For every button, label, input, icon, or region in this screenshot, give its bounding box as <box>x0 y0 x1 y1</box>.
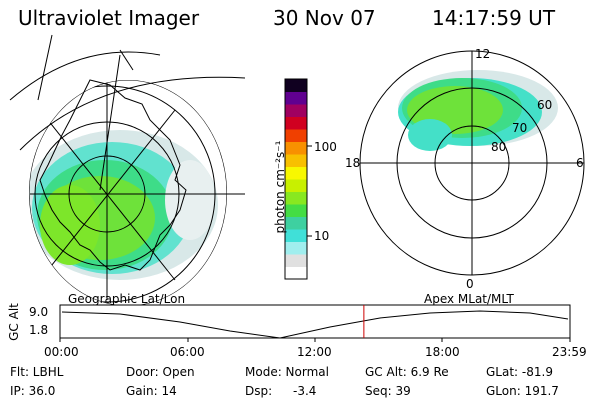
xtick-0600: 06:00 <box>170 345 205 359</box>
mlat-label-60: 60 <box>537 98 553 112</box>
title: Ultraviolet Imager <box>18 6 200 30</box>
geographic-caption: Geographic Lat/Lon <box>68 292 186 306</box>
colorbar-segment <box>285 254 307 267</box>
colorbar-segment <box>285 216 307 230</box>
colorbar-segment <box>285 154 307 167</box>
info-seq: Seq: 39 <box>365 384 411 398</box>
info-glat: GLat: -81.9 <box>486 365 553 379</box>
mlt-label-6: 6 <box>576 156 584 170</box>
colorbar-segment <box>285 166 307 180</box>
apex-caption: Apex MLat/MLT <box>424 292 514 306</box>
xtick-2359: 23:59 <box>552 345 587 359</box>
colorbar-segment <box>285 79 307 92</box>
colorbar-segment <box>285 104 307 117</box>
timeline <box>59 304 571 342</box>
info-gcalt: GC Alt: 6.9 Re <box>365 365 449 379</box>
info-door: Door: Open <box>126 365 195 379</box>
mlat-label-80: 80 <box>491 140 507 154</box>
colorbar-segment <box>285 191 307 205</box>
mlt-label-12: 12 <box>475 47 491 61</box>
info-glon: GLon: 191.7 <box>486 384 559 398</box>
colorbar-unit-label: photon cm⁻²s⁻¹ <box>273 140 287 234</box>
xtick-1200: 12:00 <box>297 345 332 359</box>
colorbar-tick-10: 10 <box>314 229 330 243</box>
info-gain: Gain: 14 <box>126 384 177 398</box>
colorbar-segment <box>285 141 307 155</box>
date: 30 Nov 07 <box>273 6 376 30</box>
info-dsp-label: Dsp: <box>245 384 273 398</box>
colorbar-segment <box>285 179 307 192</box>
mlt-label-0: 0 <box>466 277 474 291</box>
geographic-image <box>9 34 246 306</box>
mlt-label-18: 18 <box>345 156 361 170</box>
altitude-curve <box>61 310 569 339</box>
xtick-0000: 00:00 <box>44 345 79 359</box>
colorbar <box>284 78 312 280</box>
time: 14:17:59 UT <box>432 6 556 30</box>
colorbar-segment <box>285 91 307 105</box>
info-dsp-value: -3.4 <box>293 384 317 398</box>
colorbar-segment <box>285 266 307 280</box>
info-flt: Flt: LBHL <box>10 365 64 379</box>
xtick-1800: 18:00 <box>425 345 460 359</box>
polar-image <box>359 50 585 276</box>
colorbar-segment <box>285 116 307 130</box>
colorbar-segment <box>285 129 307 142</box>
colorbar-segment <box>285 241 307 255</box>
geo-grid <box>9 51 246 306</box>
info-ip: IP: 36.0 <box>10 384 56 398</box>
mlat-label-70: 70 <box>512 121 528 135</box>
ytick-top: 9.0 <box>29 305 49 319</box>
colorbar-segment <box>285 204 307 217</box>
colorbar-tick-100: 100 <box>314 140 337 154</box>
antarctica-coastline <box>39 79 187 271</box>
timeline-ylabel: GC Alt <box>7 303 21 341</box>
colorbar-segment <box>285 229 307 242</box>
ytick-bottom: 1.8 <box>29 323 49 337</box>
info-mode: Mode: Normal <box>245 365 329 379</box>
